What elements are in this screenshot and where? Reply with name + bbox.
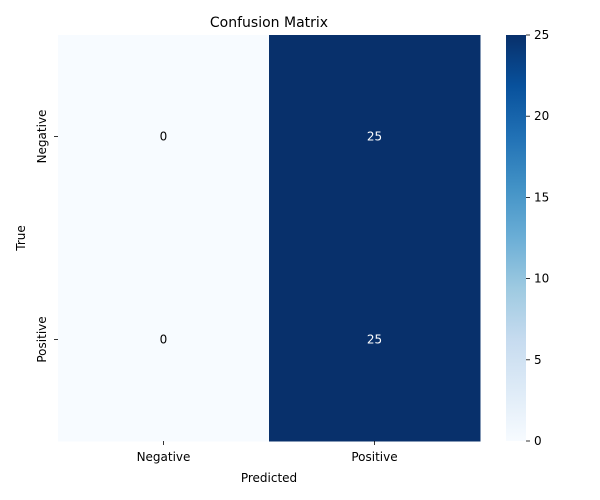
heatmap-cell: [58, 238, 270, 442]
colorbar-tick-label: 25: [534, 28, 549, 42]
cell-value-label: 0: [160, 333, 168, 347]
chart-title: Confusion Matrix: [210, 15, 328, 31]
colorbar-tick-label: 5: [534, 353, 542, 367]
colorbar-tick-label: 10: [534, 272, 549, 286]
x-tick-label: Negative: [137, 450, 191, 464]
cell-value-label: 25: [367, 130, 382, 144]
y-axis-ticks: Negative Positive: [35, 110, 58, 363]
heatmap-cell: [58, 35, 270, 239]
colorbar-tick-label: 20: [534, 109, 549, 123]
heatmap-cell: [269, 35, 481, 239]
heatmap-cells: [58, 35, 481, 442]
x-axis-label: Predicted: [241, 471, 297, 485]
y-tick-label: Positive: [35, 316, 49, 362]
colorbar: [506, 35, 526, 441]
heatmap-cell: [269, 238, 481, 442]
colorbar-tick-label: 0: [534, 434, 542, 448]
y-axis-label: True: [14, 225, 28, 252]
colorbar-ticks: 0 5 10 15 20 25: [526, 28, 549, 448]
y-tick-label: Negative: [35, 110, 49, 164]
x-axis-ticks: Negative Positive: [137, 441, 398, 464]
cell-value-label: 0: [160, 130, 168, 144]
cell-labels: 0 25 0 25: [160, 130, 382, 347]
colorbar-tick-label: 15: [534, 190, 549, 204]
x-tick-label: Positive: [351, 450, 397, 464]
cell-value-label: 25: [367, 333, 382, 347]
